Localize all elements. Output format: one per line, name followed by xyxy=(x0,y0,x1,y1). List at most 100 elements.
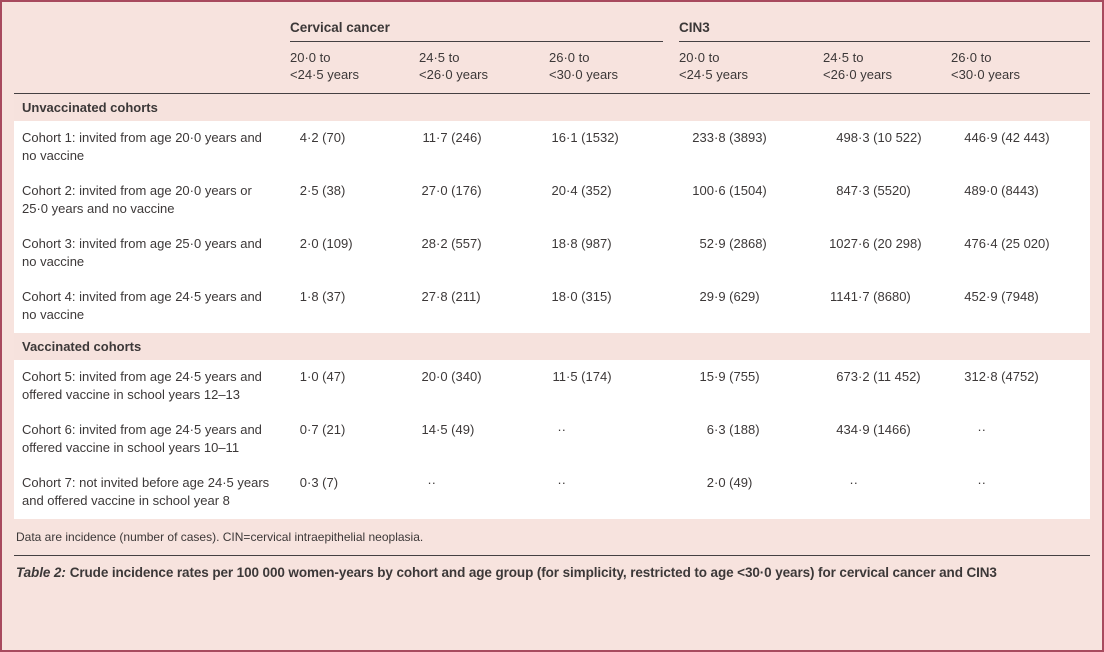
cohort-label: Cohort 2: invited from age 20·0 years or… xyxy=(22,183,252,216)
age-column-header: 20·0 to <24·5 years xyxy=(679,49,823,83)
table-footnote: Data are incidence (number of cases). CI… xyxy=(16,530,424,544)
value-decimal-part: ·3 (7) xyxy=(307,475,339,490)
value-integer-part: 312 xyxy=(964,369,986,384)
value-integer-part: 15 xyxy=(699,369,714,384)
value-integer-part: 434 xyxy=(836,422,858,437)
table-caption: Table 2: Crude incidence rates per 100 00… xyxy=(14,555,1090,590)
value-decimal-part: ·0 (315) xyxy=(566,289,612,304)
value-decimal-part: ·2 (557) xyxy=(436,236,482,251)
column-group-header-cervical-cancer: Cervical cancer xyxy=(290,20,663,42)
value-integer-part: ·· xyxy=(977,422,986,437)
age-column-header: 26·0 to <30·0 years xyxy=(549,49,679,83)
value-cell: 0·7 (21) xyxy=(290,413,419,466)
value-cell: 452·9 (7948) xyxy=(951,280,1092,333)
age-range-line2: <24·5 years xyxy=(679,67,749,82)
caption-label: Table 2: xyxy=(16,565,66,580)
age-column-header: 24·5 to <26·0 years xyxy=(823,49,951,83)
value-decimal-part: ·7 (8680) xyxy=(858,289,911,304)
value-integer-part: 6 xyxy=(706,422,714,437)
column-group-row: Cervical cancer CIN3 xyxy=(14,2,1090,42)
value-decimal-part: ·9 (1466) xyxy=(858,422,911,437)
age-range-line2: <26·0 years xyxy=(419,67,489,82)
value-integer-part: ·· xyxy=(557,422,566,437)
value-integer-part: 452 xyxy=(964,289,986,304)
value-integer-part: 0 xyxy=(299,422,307,437)
cohort-row: Cohort 2: invited from age 20·0 years or… xyxy=(14,174,1090,227)
value-decimal-part: ·8 (37) xyxy=(307,289,346,304)
value-cell: 446·9 (42 443) xyxy=(951,121,1092,174)
value-integer-part: ·· xyxy=(849,475,858,490)
section-band: Unvaccinated cohorts xyxy=(14,94,1090,121)
value-cell-missing: ·· xyxy=(419,466,549,519)
value-cell: 27·0 (176) xyxy=(419,174,549,227)
value-cell-missing: ·· xyxy=(951,413,1092,466)
value-integer-part: 1 xyxy=(299,289,307,304)
value-decimal-part: ·3 (5520) xyxy=(858,183,911,198)
age-range-line1: 24·5 to xyxy=(419,50,460,65)
value-integer-part: 673 xyxy=(836,369,858,384)
value-cell: 673·2 (11 452) xyxy=(823,360,951,413)
cohort-label: Cohort 5: invited from age 24·5 years an… xyxy=(22,369,262,402)
value-decimal-part: ·2 (11 452) xyxy=(858,369,921,384)
value-cell-missing: ·· xyxy=(549,466,679,519)
value-integer-part: 18 xyxy=(551,236,566,251)
value-decimal-part: ·0 (8443) xyxy=(986,183,1039,198)
age-range-line2: <24·5 years xyxy=(290,67,360,82)
age-header-spacer xyxy=(14,49,290,83)
value-decimal-part: ·6 (20 298) xyxy=(858,236,922,251)
age-column-header: 24·5 to <26·0 years xyxy=(419,49,549,83)
value-decimal-part: ·5 (49) xyxy=(436,422,475,437)
value-cell-missing: ·· xyxy=(951,466,1092,519)
value-decimal-part: ·1 (1532) xyxy=(566,130,619,145)
value-integer-part: 20 xyxy=(421,369,436,384)
value-cell: 52·9 (2868) xyxy=(679,227,823,280)
value-integer-part: 489 xyxy=(964,183,986,198)
value-decimal-part: ·8 (4752) xyxy=(986,369,1039,384)
value-cell-missing: ·· xyxy=(549,413,679,466)
value-integer-part: 11 xyxy=(422,130,437,145)
value-decimal-part: ·9 (7948) xyxy=(986,289,1039,304)
value-integer-part: 11 xyxy=(552,369,567,384)
value-cell: 498·3 (10 522) xyxy=(823,121,951,174)
age-column-header: 20·0 to <24·5 years xyxy=(290,49,419,83)
value-integer-part: 233 xyxy=(692,130,714,145)
value-integer-part: 476 xyxy=(964,236,986,251)
value-integer-part: 1141 xyxy=(830,289,858,304)
value-cell: 1·0 (47) xyxy=(290,360,419,413)
value-cell: 29·9 (629) xyxy=(679,280,823,333)
age-range-line2: <26·0 years xyxy=(823,67,893,82)
value-cell: 27·8 (211) xyxy=(419,280,549,333)
value-cell: 312·8 (4752) xyxy=(951,360,1092,413)
value-cell: 4·2 (70) xyxy=(290,121,419,174)
value-decimal-part: ·0 (340) xyxy=(436,369,482,384)
value-cell: 476·4 (25 020) xyxy=(951,227,1092,280)
age-range-line1: 26·0 to xyxy=(549,50,590,65)
value-decimal-part: ·0 (109) xyxy=(307,236,353,251)
value-cell: 15·9 (755) xyxy=(679,360,823,413)
value-integer-part: 2 xyxy=(706,475,714,490)
value-integer-part: 16 xyxy=(551,130,566,145)
value-decimal-part: ·9 (755) xyxy=(714,369,760,384)
value-integer-part: 847 xyxy=(836,183,858,198)
value-cell: 233·8 (3893) xyxy=(679,121,823,174)
value-integer-part: 20 xyxy=(551,183,566,198)
value-decimal-part: ·8 (987) xyxy=(566,236,612,251)
value-cell: 11·5 (174) xyxy=(549,360,679,413)
value-cell: 20·0 (340) xyxy=(419,360,549,413)
value-cell: 1141·7 (8680) xyxy=(823,280,951,333)
value-integer-part: 2 xyxy=(299,183,307,198)
value-decimal-part: ·9 (42 443) xyxy=(986,130,1050,145)
value-decimal-part: ·0 (49) xyxy=(714,475,753,490)
age-range-line1: 20·0 to xyxy=(679,50,720,65)
cohort-label: Cohort 4: invited from age 24·5 years an… xyxy=(22,289,262,322)
value-integer-part: 498 xyxy=(836,130,858,145)
value-cell: 2·0 (49) xyxy=(679,466,823,519)
value-cell-missing: ·· xyxy=(823,466,951,519)
value-cell: 100·6 (1504) xyxy=(679,174,823,227)
value-integer-part: 27 xyxy=(421,289,436,304)
value-integer-part: 1027 xyxy=(829,236,858,251)
value-decimal-part: ·0 (47) xyxy=(307,369,346,384)
column-group-header-cin3: CIN3 xyxy=(679,20,1090,42)
value-decimal-part: ·4 (352) xyxy=(566,183,612,198)
